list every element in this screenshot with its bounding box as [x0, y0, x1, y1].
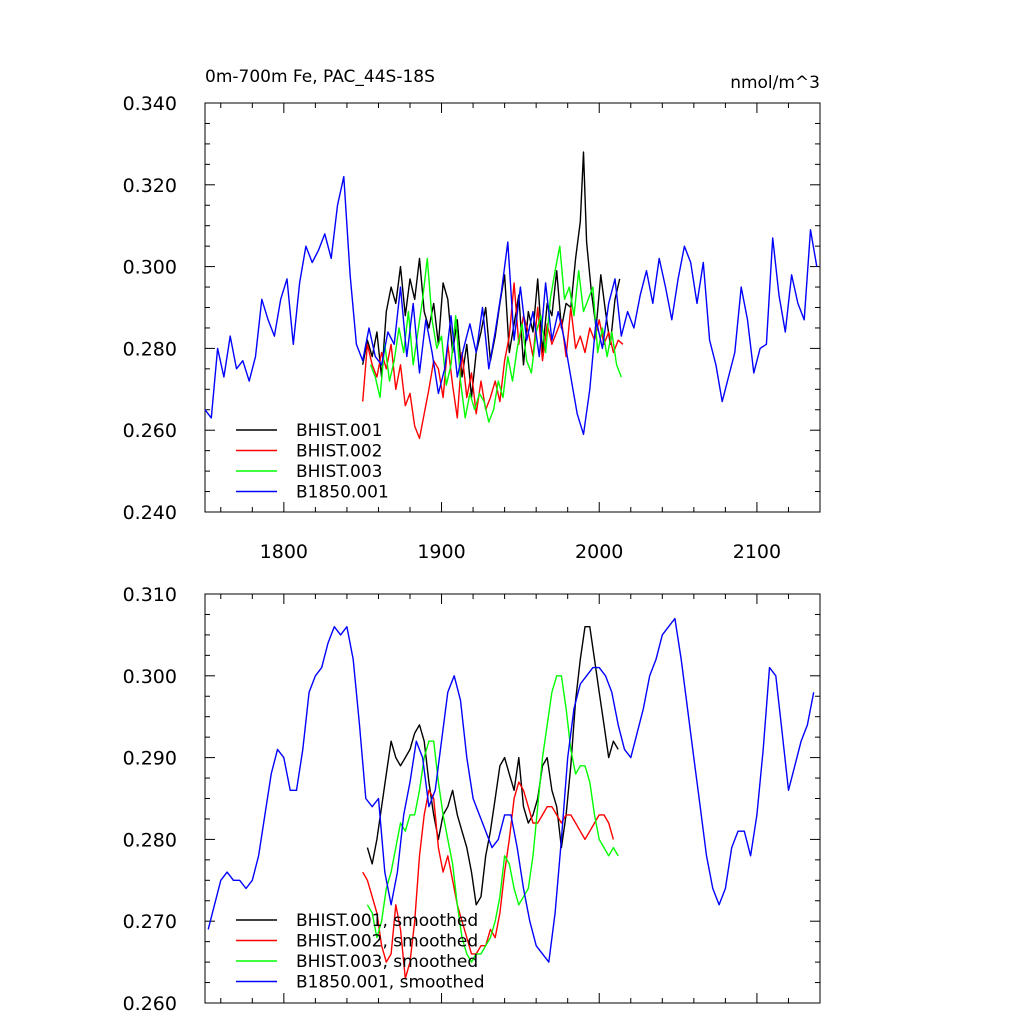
legend-entry: B1850.001 — [296, 483, 389, 503]
y-tick-label: 0.300 — [123, 257, 177, 279]
chart-title: 0m-700m Fe, PAC_44S-18S — [205, 67, 435, 87]
y-tick-label: 0.280 — [123, 338, 177, 360]
series-line-bhist-002-smoothed — [362, 781, 615, 980]
y-tick-label: 0.290 — [123, 748, 177, 770]
x-tick-label: 1900 — [417, 541, 465, 563]
y-tick-label: 0.300 — [123, 666, 177, 688]
series-line-b1850-001-smoothed — [207, 617, 815, 963]
y-tick-label: 0.310 — [123, 584, 177, 606]
y-tick-label: 0.260 — [123, 993, 177, 1015]
y-tick-label: 0.320 — [123, 175, 177, 197]
x-tick-label: 2100 — [733, 541, 781, 563]
series-line-bhist-003-smoothed — [366, 675, 619, 963]
upper-panel: 0.240 0.260 0.280 0.300 0.320 0.340 1800 1900 20… — [123, 67, 821, 563]
legend-entry: BHIST.001 — [296, 421, 382, 441]
series-line-bhist-002 — [362, 282, 624, 440]
x-tick-label: 2000 — [575, 541, 623, 563]
series-line-bhist-001-smoothed — [366, 626, 619, 906]
y-tick-label: 0.340 — [123, 93, 177, 115]
legend-entry: B1850.001, smoothed — [296, 973, 485, 993]
legend-entry: BHIST.002 — [296, 442, 382, 462]
units-label: nmol/m^3 — [730, 73, 820, 93]
y-tick-label: 0.280 — [123, 829, 177, 851]
y-tick-label: 0.240 — [123, 502, 177, 524]
series-line-bhist-003 — [369, 245, 622, 423]
legend-entry: BHIST.003, smoothed — [296, 952, 478, 972]
x-tick-label: 1800 — [260, 541, 308, 563]
series-line-bhist-001 — [362, 151, 621, 399]
legend-entry: BHIST.001, smoothed — [296, 911, 478, 931]
y-tick-label: 0.270 — [123, 911, 177, 933]
series-line-b1850-001 — [204, 175, 818, 435]
legend-entry: BHIST.003 — [296, 462, 382, 482]
lower-panel: 0.260 0.270 0.280 0.290 0.300 0.310 BHIST.001,… — [123, 584, 821, 1015]
y-tick-label: 0.260 — [123, 420, 177, 442]
legend-entry: BHIST.002, smoothed — [296, 932, 478, 952]
